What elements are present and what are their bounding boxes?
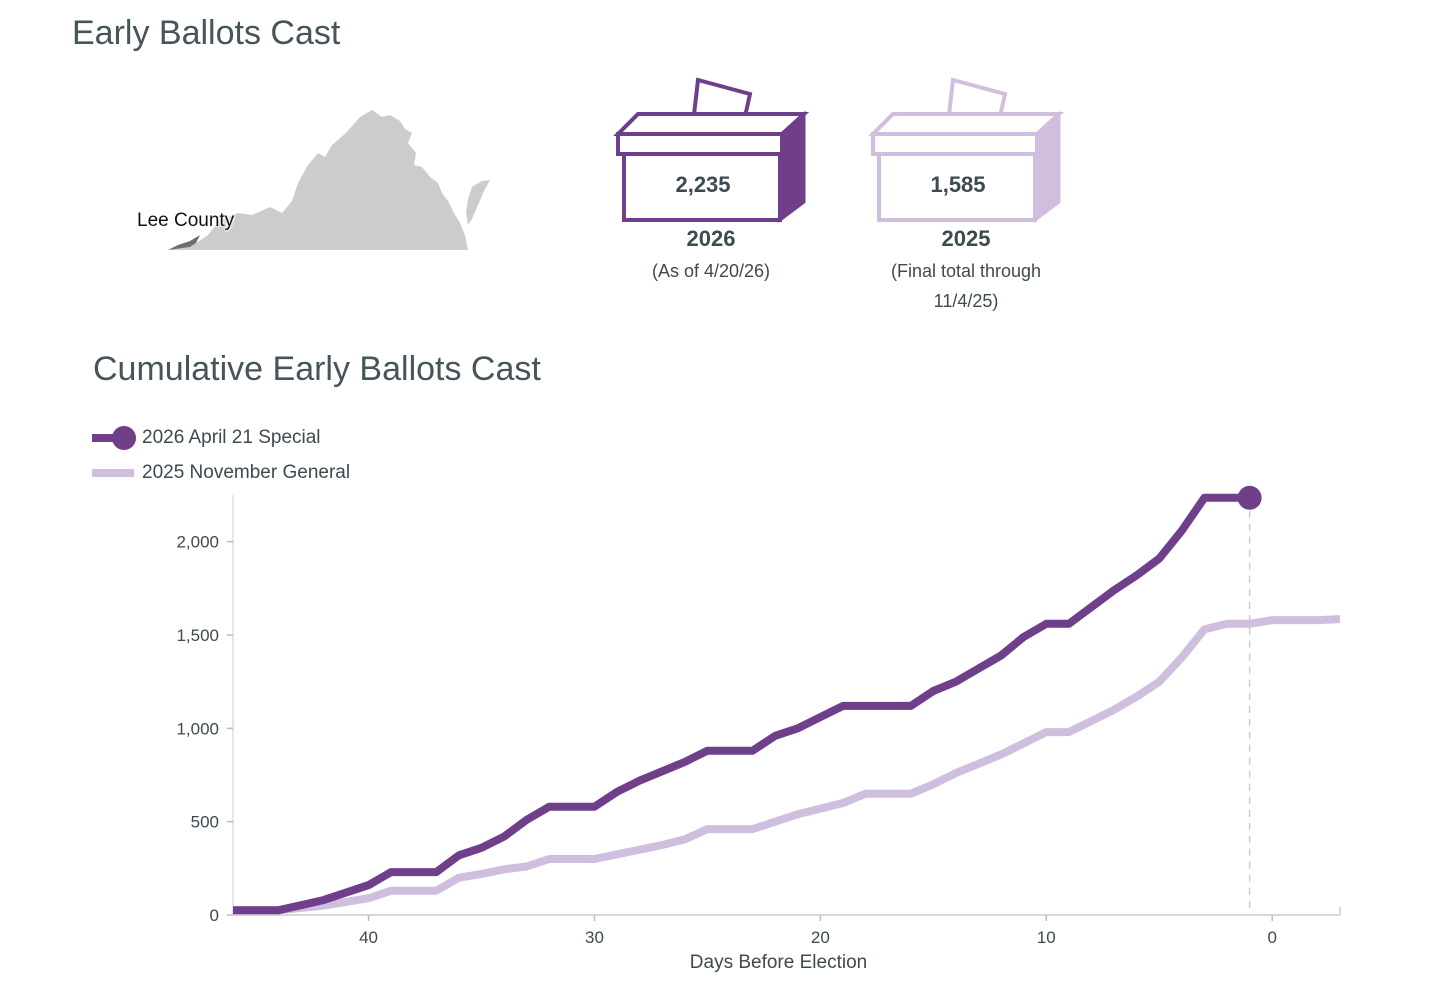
y-tick-label: 1,000: [176, 719, 219, 738]
virginia-state-shape: [168, 110, 468, 250]
virginia-eastern-shore: [466, 180, 490, 225]
x-tick-label: 0: [1267, 928, 1276, 947]
legend-item-2025: 2025 November General: [92, 461, 350, 485]
ballot-count-2025: 1,585: [930, 172, 986, 197]
box-lid-front: [616, 132, 784, 156]
year-label-2026: 2026: [686, 226, 736, 251]
y-tick-label: 0: [210, 906, 219, 925]
chart-legend: 2026 April 21 Special 2025 November Gene…: [92, 426, 350, 485]
year-label-2025: 2025: [941, 226, 991, 251]
series-line-2026: [233, 493, 1250, 915]
note-2026: (As of 4/20/26): [651, 261, 771, 281]
state-map: [120, 95, 500, 265]
county-label: Lee County: [137, 210, 235, 231]
note-2025-line1: (Final total through: [890, 261, 1042, 281]
box-body-front: [877, 152, 1037, 222]
note-2025-line2: 11/4/25): [933, 291, 999, 311]
ballot-box-icon: [868, 77, 1065, 223]
ballot-box-icon: [613, 77, 810, 223]
y-tick-label: 1,500: [176, 626, 219, 645]
y-tick-label: 2,000: [176, 533, 219, 552]
legend-label-2025: 2025 November General: [142, 462, 351, 483]
x-tick-label: 10: [1037, 928, 1056, 947]
ballot-box-2026: [612, 72, 812, 232]
chart-title: Cumulative Early Ballots Cast: [93, 350, 541, 388]
series-line-2025: [233, 615, 1341, 915]
box-lid-front: [871, 132, 1039, 156]
legend-swatch-2026: [92, 426, 136, 450]
box-body-front: [622, 152, 782, 222]
y-tick-label: 500: [191, 813, 219, 832]
box-lid-top: [868, 112, 1065, 136]
virginia-map-shape: [168, 110, 490, 250]
ballot-count-2026: 2,235: [675, 172, 731, 197]
legend-item-2026: 2026 April 21 Special: [92, 426, 350, 450]
ballot-box-2025: [867, 72, 1067, 232]
lee-county-shape: [168, 235, 200, 250]
x-tick-label: 40: [359, 928, 378, 947]
x-tick-label: 20: [811, 928, 830, 947]
box-lid-top: [613, 112, 810, 136]
x-tick-label: 30: [585, 928, 604, 947]
legend-swatch-2025: [92, 469, 134, 477]
page-title: Early Ballots Cast: [72, 14, 341, 52]
x-axis-title: Days Before Election: [690, 952, 867, 973]
series-end-marker-2026: [1237, 485, 1262, 510]
line-chart: 0 500 1,000 1,500 2,000 40 30 20 10 0 Days Before …: [176, 485, 1341, 973]
legend-label-2026: 2026 April 21 Special: [142, 427, 321, 448]
